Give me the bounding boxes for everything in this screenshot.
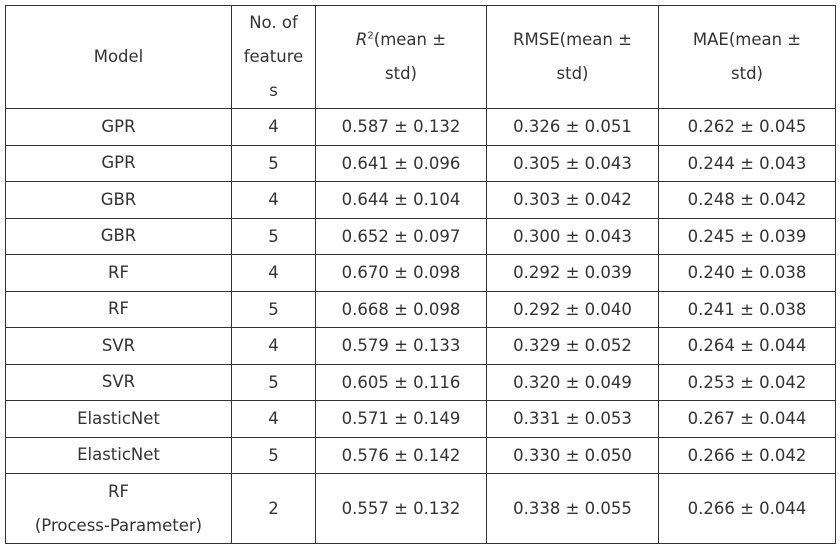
value-cell: 0.571 ± 0.149 — [315, 400, 487, 438]
model-cell: ElasticNet — [5, 436, 232, 474]
model-cell: RF (Process-Parameter) — [5, 473, 232, 544]
table-row: RF (Process-Parameter) 2 0.557 ± 0.132 0.338… — [5, 473, 836, 544]
value-cell: 0.266 ± 0.042 — [658, 436, 836, 474]
table-row: ElasticNet 5 0.576 ± 0.142 0.330 ± 0.050 0.2… — [5, 436, 836, 474]
value-cell: 4 — [231, 400, 316, 438]
model-cell: RF — [5, 254, 232, 292]
value-cell: 0.652 ± 0.097 — [315, 217, 487, 255]
model-cell: GBR — [5, 181, 232, 219]
cell-line: RF — [108, 299, 129, 319]
model-cell: RF — [5, 290, 232, 328]
value-cell: 0.644 ± 0.104 — [315, 181, 487, 219]
value-cell: 0.253 ± 0.042 — [658, 363, 836, 401]
value-cell: 0.330 ± 0.050 — [486, 436, 659, 474]
value-cell: 0.587 ± 0.132 — [315, 108, 487, 146]
value-cell: 0.262 ± 0.045 — [658, 108, 836, 146]
table-row: SVR 4 0.579 ± 0.133 0.329 ± 0.052 0.264 ± 0.… — [5, 327, 836, 365]
value-cell: 0.641 ± 0.096 — [315, 144, 487, 182]
symbol: R — [355, 30, 368, 49]
cell-line: std) — [385, 64, 417, 83]
value-cell: 0.300 ± 0.043 — [486, 217, 659, 255]
value-cell: 4 — [231, 254, 316, 292]
cell-line: GPR — [101, 116, 136, 136]
header-cell: RMSE(mean ± std) — [486, 5, 659, 109]
table-body: GPR 4 0.587 ± 0.132 0.326 ± 0.051 0.262 ± 0.… — [5, 108, 836, 544]
value-cell: 0.320 ± 0.049 — [486, 363, 659, 401]
table-row: ElasticNet 4 0.571 ± 0.149 0.331 ± 0.053 0.2… — [5, 400, 836, 438]
value-cell: 0.267 ± 0.044 — [658, 400, 836, 438]
value-cell: 0.326 ± 0.051 — [486, 108, 659, 146]
table-row: GPR 4 0.587 ± 0.132 0.326 ± 0.051 0.262 ± 0.… — [5, 108, 836, 146]
value-cell: 5 — [231, 217, 316, 255]
cell-line: RMSE(mean ± — [513, 30, 632, 49]
cell-line: GBR — [100, 189, 137, 209]
cell-line: (Process-Parameter) — [34, 515, 203, 535]
header-cell: No. of feature s — [231, 5, 316, 109]
value-cell: 4 — [231, 327, 316, 365]
value-cell: 0.303 ± 0.042 — [486, 181, 659, 219]
value-cell: 0.245 ± 0.039 — [658, 217, 836, 255]
table-row: GPR 5 0.641 ± 0.096 0.305 ± 0.043 0.244 ± 0.… — [5, 144, 836, 182]
value-cell: 0.292 ± 0.040 — [486, 290, 659, 328]
value-cell: 0.579 ± 0.133 — [315, 327, 487, 365]
cell-line: GBR — [100, 226, 137, 246]
cell-line: Model — [93, 47, 144, 66]
header-cell: R2(mean ± std) — [315, 5, 487, 109]
value-cell: 4 — [231, 181, 316, 219]
value-cell: 0.264 ± 0.044 — [658, 327, 836, 365]
cell-line: SVR — [101, 372, 136, 392]
value-cell: 2 — [231, 473, 316, 544]
header-cell: MAE(mean ± std) — [658, 5, 836, 109]
cell-line: MAE(mean ± — [692, 30, 802, 49]
value-cell: 0.605 ± 0.116 — [315, 363, 487, 401]
cell-line: SVR — [101, 335, 136, 355]
header-cell: Model — [5, 5, 232, 109]
cell-line: s — [269, 81, 278, 100]
cell-line: ElasticNet — [77, 408, 160, 428]
value-cell: 5 — [231, 144, 316, 182]
value-cell: 0.668 ± 0.098 — [315, 290, 487, 328]
value-cell: 0.331 ± 0.053 — [486, 400, 659, 438]
cell-line: feature — [243, 47, 304, 66]
model-cell: SVR — [5, 363, 232, 401]
value-cell: 0.557 ± 0.132 — [315, 473, 487, 544]
value-cell: 0.329 ± 0.052 — [486, 327, 659, 365]
value-cell: 0.305 ± 0.043 — [486, 144, 659, 182]
model-cell: GPR — [5, 144, 232, 182]
superscript: 2 — [367, 30, 374, 42]
value-cell: 5 — [231, 363, 316, 401]
value-cell: 0.244 ± 0.043 — [658, 144, 836, 182]
cell-line: RF — [108, 481, 129, 501]
value-cell: 0.576 ± 0.142 — [315, 436, 487, 474]
model-cell: ElasticNet — [5, 400, 232, 438]
value-cell: 0.670 ± 0.098 — [315, 254, 487, 292]
value-cell: 0.240 ± 0.038 — [658, 254, 836, 292]
cell-line: RF — [108, 262, 129, 282]
cell-line: std) — [731, 64, 763, 83]
value-cell: 0.338 ± 0.055 — [486, 473, 659, 544]
value-cell: 5 — [231, 290, 316, 328]
table-row: RF 4 0.670 ± 0.098 0.292 ± 0.039 0.240 ± 0.0… — [5, 254, 836, 292]
value-cell: 0.292 ± 0.039 — [486, 254, 659, 292]
value-cell: 0.248 ± 0.042 — [658, 181, 836, 219]
results-table: Model No. of feature s R2(mean ± std) RMSE(mea… — [5, 5, 836, 544]
header-row: Model No. of feature s R2(mean ± std) RMSE(mea… — [5, 5, 836, 109]
model-cell: SVR — [5, 327, 232, 365]
table-row: GBR 5 0.652 ± 0.097 0.300 ± 0.043 0.245 ± 0.… — [5, 217, 836, 255]
value-cell: 5 — [231, 436, 316, 474]
table-row: RF 5 0.668 ± 0.098 0.292 ± 0.040 0.241 ± 0.0… — [5, 290, 836, 328]
table-row: GBR 4 0.644 ± 0.104 0.303 ± 0.042 0.248 ± 0.… — [5, 181, 836, 219]
table-row: SVR 5 0.605 ± 0.116 0.320 ± 0.049 0.253 ± 0.… — [5, 363, 836, 401]
cell-line: ElasticNet — [77, 445, 160, 465]
value-cell: 0.241 ± 0.038 — [658, 290, 836, 328]
model-cell: GBR — [5, 217, 232, 255]
value-cell: 0.266 ± 0.044 — [658, 473, 836, 544]
cell-line: (mean ± — [373, 30, 447, 49]
cell-line: std) — [556, 64, 589, 83]
value-cell: 4 — [231, 108, 316, 146]
cell-line: GPR — [101, 153, 136, 173]
cell-line: No. of — [249, 13, 298, 32]
model-cell: GPR — [5, 108, 232, 146]
